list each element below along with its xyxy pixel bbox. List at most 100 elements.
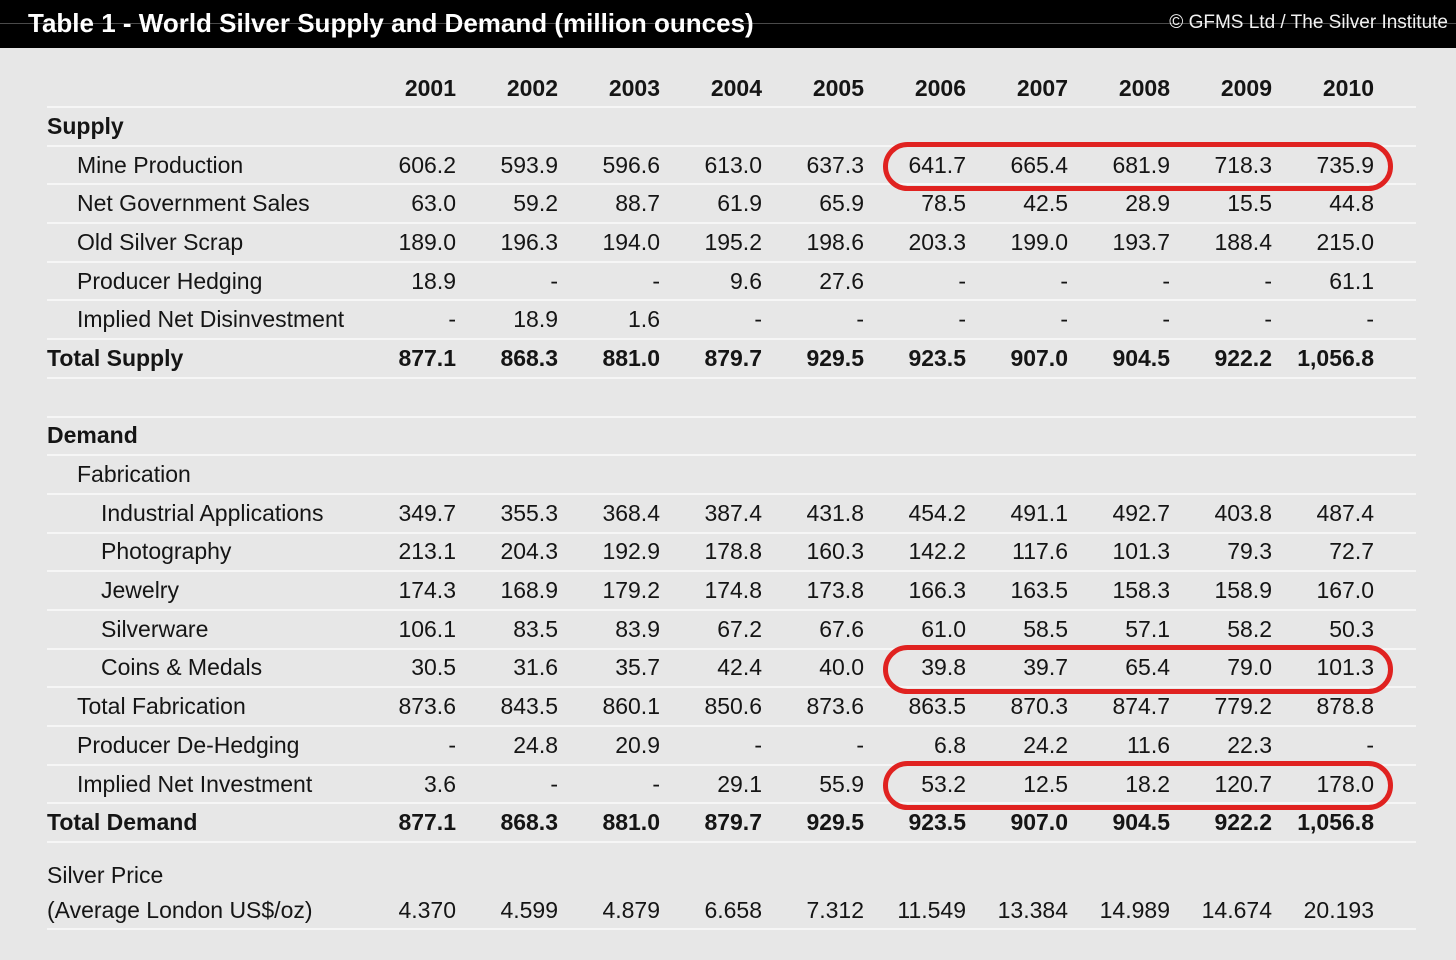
- value-cell: 1,056.8: [1297, 344, 1374, 371]
- value-cell: 67.6: [819, 615, 864, 642]
- value-cell: 158.9: [1214, 577, 1272, 604]
- year-header-cell: 2009: [1220, 74, 1272, 101]
- value-cell: 39.7: [1023, 654, 1068, 681]
- value-cell: 199.0: [1010, 228, 1068, 255]
- value-cell: 20.193: [1303, 897, 1374, 924]
- value-cell: 65.4: [1125, 654, 1170, 681]
- value-cell: 929.5: [806, 809, 864, 836]
- value-cell: 355.3: [500, 499, 558, 526]
- value-cell: 907.0: [1010, 344, 1068, 371]
- value-cell: 368.4: [602, 499, 660, 526]
- value-cell: 3.6: [424, 770, 456, 797]
- value-cell: 195.2: [704, 228, 762, 255]
- value-cell: 194.0: [602, 228, 660, 255]
- value-cell: 878.8: [1316, 693, 1374, 720]
- year-header-cell: 2010: [1322, 74, 1374, 101]
- value-cell: 877.1: [398, 809, 456, 836]
- value-cell: 167.0: [1316, 577, 1374, 604]
- value-cell: 874.7: [1112, 693, 1170, 720]
- value-cell: 15.5: [1227, 190, 1272, 217]
- value-cell: -: [652, 267, 660, 294]
- value-cell: 163.5: [1010, 577, 1068, 604]
- row-label: Producer De-Hedging: [77, 731, 300, 758]
- value-cell: 4.370: [398, 897, 456, 924]
- table-row: Mine Production 606.2 593.9 596.6 613.0 637.3…: [47, 147, 1416, 186]
- value-cell: 637.3: [806, 151, 864, 178]
- value-cell: 492.7: [1112, 499, 1170, 526]
- value-cell: 779.2: [1214, 693, 1272, 720]
- value-cell: -: [1060, 306, 1068, 333]
- row-label: Producer Hedging: [77, 267, 263, 294]
- table-row: Photography 213.1 204.3 192.9 178.8 160.3 142.…: [47, 534, 1416, 573]
- titlebar-divider: [0, 23, 1456, 24]
- value-cell: 179.2: [602, 577, 660, 604]
- value-cell: 487.4: [1316, 499, 1374, 526]
- value-cell: 403.8: [1214, 499, 1272, 526]
- value-cell: 873.6: [806, 693, 864, 720]
- value-cell: -: [958, 306, 966, 333]
- value-cell: 11.549: [897, 897, 966, 924]
- value-cell: 606.2: [398, 151, 456, 178]
- table-row: Total Fabrication 873.6 843.5 860.1 850.6 873…: [47, 688, 1416, 727]
- value-cell: 24.2: [1023, 731, 1068, 758]
- value-cell: 735.9: [1316, 151, 1374, 178]
- value-cell: 929.5: [806, 344, 864, 371]
- value-cell: 7.312: [806, 897, 864, 924]
- value-cell: 9.6: [730, 267, 762, 294]
- value-cell: 6.658: [704, 897, 762, 924]
- value-cell: -: [754, 306, 762, 333]
- year-header-cell: 2006: [914, 74, 966, 101]
- copyright-text: © GFMS Ltd / The Silver Institute: [1169, 12, 1448, 33]
- value-cell: 27.6: [819, 267, 864, 294]
- value-cell: 166.3: [908, 577, 966, 604]
- years-row: 2001 2002 2003 2004 2005 2006 2007 2008 2009 2010: [47, 70, 1416, 108]
- value-cell: 491.1: [1010, 499, 1068, 526]
- value-cell: 55.9: [819, 770, 864, 797]
- value-cell: 168.9: [500, 577, 558, 604]
- year-header-cell: 2008: [1118, 74, 1170, 101]
- value-cell: 613.0: [704, 151, 762, 178]
- value-cell: 178.0: [1316, 770, 1374, 797]
- value-cell: 174.3: [398, 577, 456, 604]
- total-row: Total Supply 877.1 868.3 881.0 879.7 929.5 923…: [47, 340, 1416, 379]
- table-row: Net Government Sales 63.0 59.2 88.7 61.9 65.9…: [47, 185, 1416, 225]
- table-row: Jewelry 174.3 168.9 179.2 174.8 173.8 166.3 163…: [47, 572, 1416, 611]
- value-cell: 879.7: [704, 809, 762, 836]
- value-cell: 58.2: [1227, 615, 1272, 642]
- value-cell: 877.1: [398, 344, 456, 371]
- value-cell: -: [1264, 267, 1272, 294]
- value-cell: 14.989: [1099, 897, 1170, 924]
- value-cell: 88.7: [615, 190, 660, 217]
- spacer-row: [47, 379, 1416, 418]
- row-label: Implied Net Investment: [77, 770, 313, 797]
- value-cell: 1,056.8: [1297, 809, 1374, 836]
- value-cell: 454.2: [908, 499, 966, 526]
- value-cell: 868.3: [500, 809, 558, 836]
- row-label: Demand: [47, 422, 138, 449]
- value-cell: 203.3: [908, 228, 966, 255]
- value-cell: -: [652, 770, 660, 797]
- table-row: Producer Hedging 18.9 - - 9.6 27.6 - - - - 61.1: [47, 263, 1416, 302]
- value-cell: 18.9: [513, 306, 558, 333]
- value-cell: 907.0: [1010, 809, 1068, 836]
- table-row: Old Silver Scrap 189.0 196.3 194.0 195.2 198.…: [47, 224, 1416, 263]
- value-cell: 117.6: [1012, 538, 1068, 565]
- value-cell: 142.2: [908, 538, 966, 565]
- value-cell: 29.1: [717, 770, 762, 797]
- value-cell: 196.3: [500, 228, 558, 255]
- value-cell: -: [1060, 267, 1068, 294]
- value-cell: 881.0: [602, 344, 660, 371]
- value-cell: 50.3: [1329, 615, 1374, 642]
- value-cell: 192.9: [602, 538, 660, 565]
- value-cell: -: [1162, 267, 1170, 294]
- row-label: Jewelry: [101, 577, 179, 604]
- value-cell: 6.8: [934, 731, 966, 758]
- value-cell: 173.8: [806, 577, 864, 604]
- value-cell: 59.2: [513, 190, 558, 217]
- value-cell: -: [856, 306, 864, 333]
- row-label: Supply: [47, 112, 124, 139]
- table-row: Producer De-Hedging - 24.8 20.9 - - 6.8 24.2 11.…: [47, 727, 1416, 766]
- year-header-cell: 2002: [506, 74, 558, 101]
- table-row: Fabrication: [47, 456, 1416, 495]
- value-cell: 596.6: [602, 151, 660, 178]
